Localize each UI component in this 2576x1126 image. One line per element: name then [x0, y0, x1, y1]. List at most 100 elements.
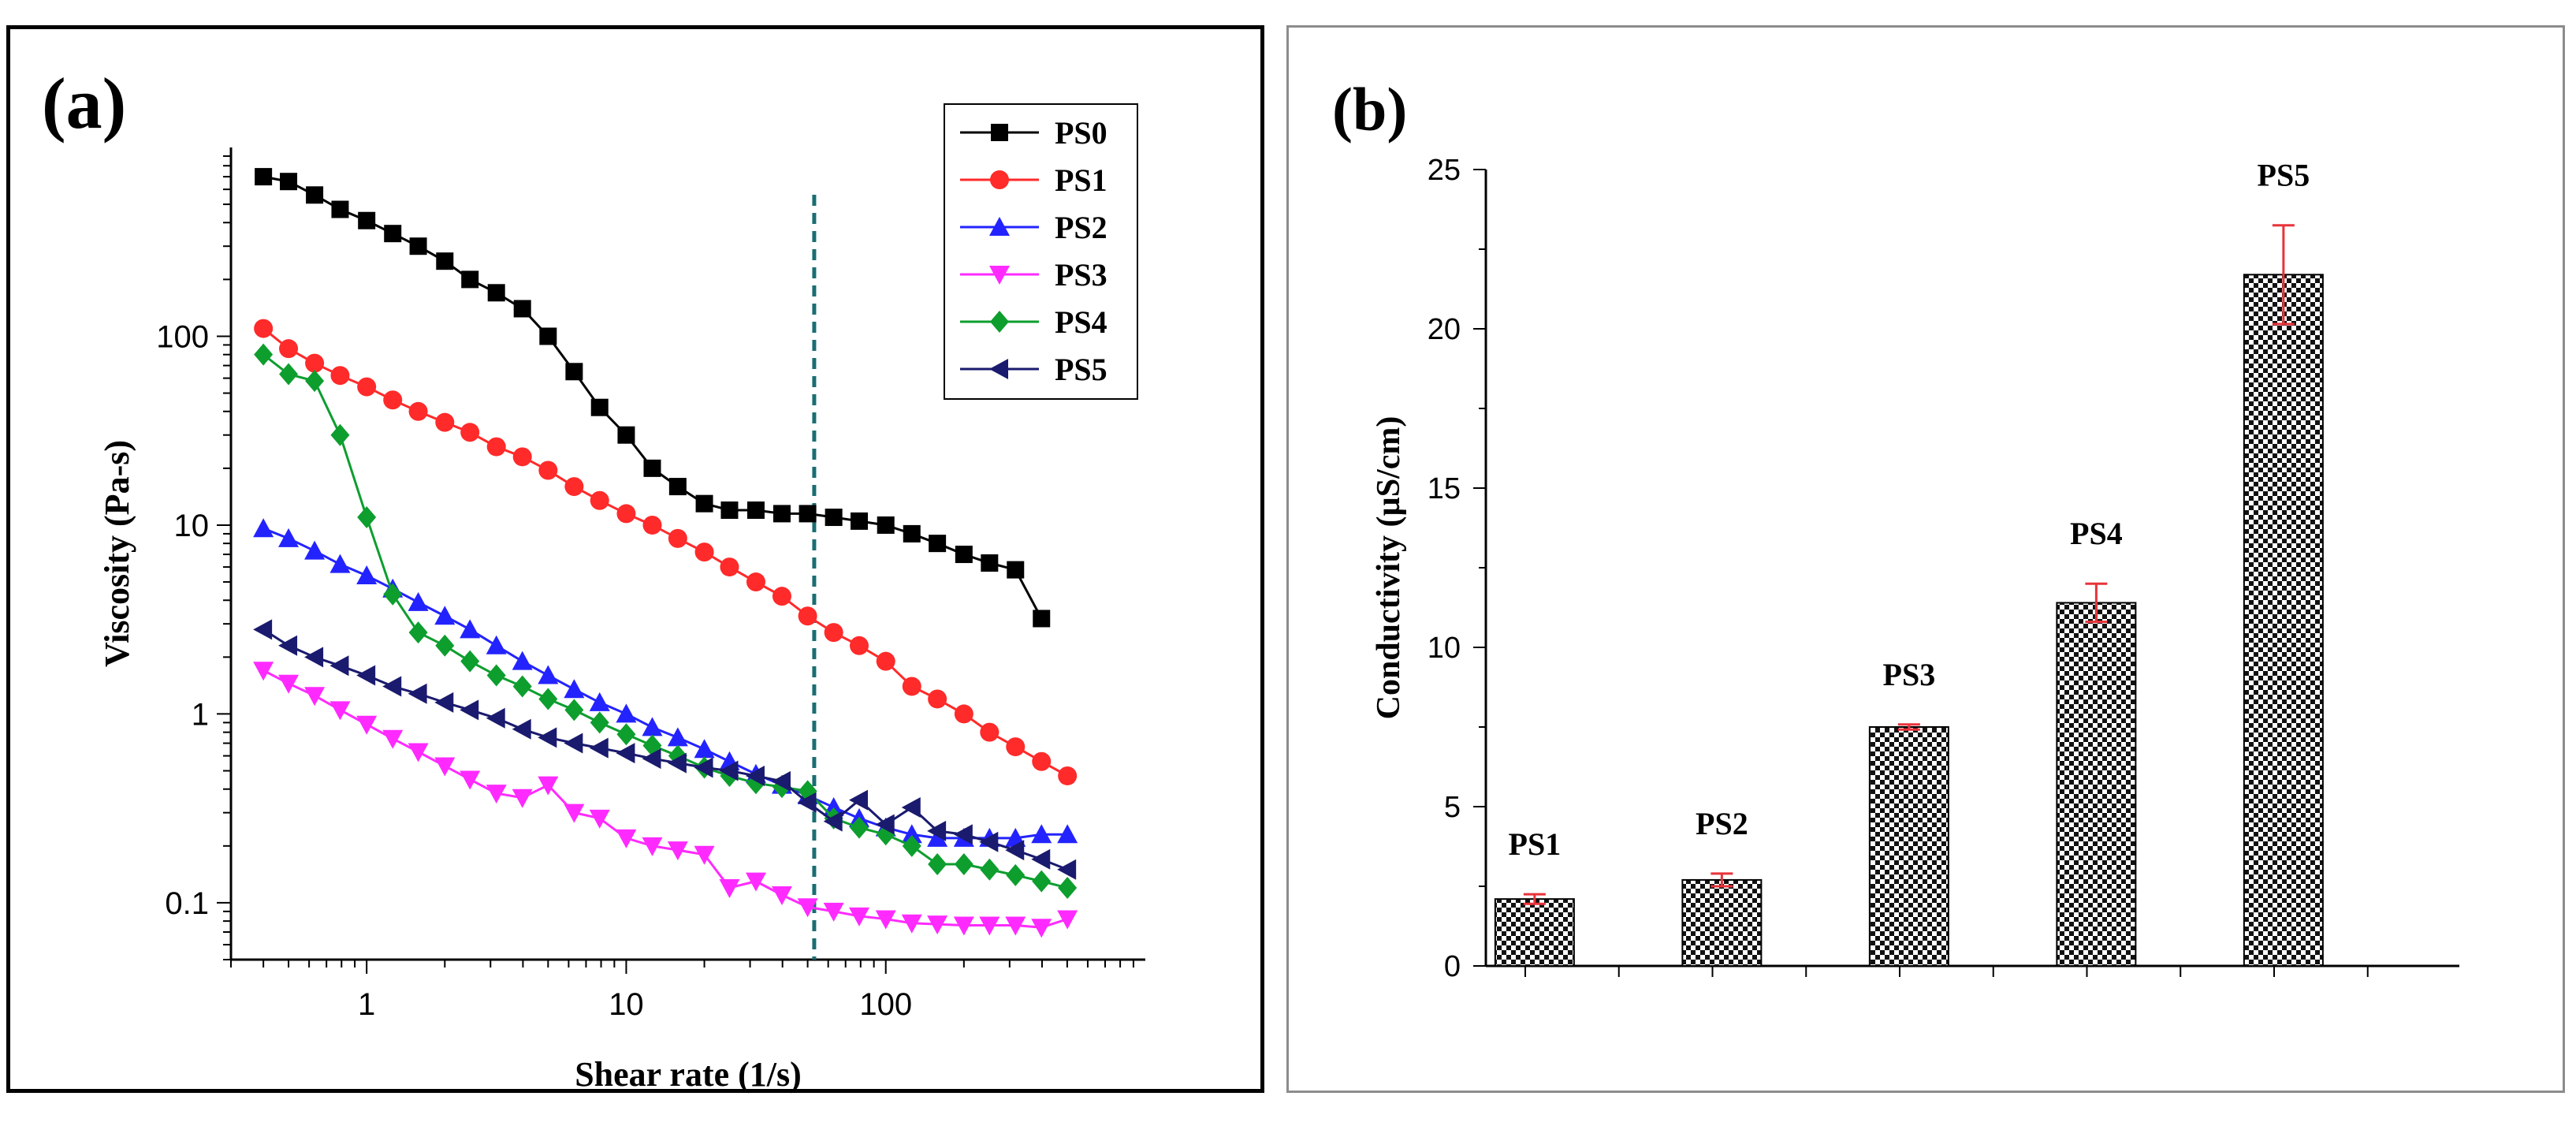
bar-label: PS1 — [1509, 826, 1562, 862]
data-point — [382, 729, 404, 749]
y-tick-label: 0 — [1444, 950, 1461, 983]
data-point — [512, 718, 531, 740]
data-point — [772, 505, 791, 523]
data-point — [903, 524, 921, 542]
bar-group-ps3: PS3 — [1868, 657, 1949, 967]
x-tick-label: 10 — [609, 987, 644, 1022]
data-point — [616, 504, 636, 524]
bar-label: PS5 — [2258, 158, 2310, 193]
data-point — [512, 447, 532, 467]
panel-label-a: (a) — [42, 63, 126, 144]
y-tick-label: 10 — [174, 509, 210, 543]
data-point — [1031, 919, 1052, 938]
series-line-ps5 — [262, 628, 1068, 871]
data-point — [434, 757, 456, 777]
panel-b: (b) 0 5 10 15 20 25 Conductivity (µS/cm) PS1 PS2 P… — [1286, 25, 2565, 1093]
data-point — [823, 902, 844, 922]
series-ps4 — [254, 343, 1078, 899]
legend-label: PS5 — [1055, 352, 1107, 387]
data-point — [358, 211, 376, 229]
y-tick-label: 15 — [1428, 472, 1461, 505]
x-axis-title-a: Shear rate (1/s) — [575, 1055, 802, 1094]
data-point — [564, 699, 584, 721]
data-point — [589, 809, 610, 829]
data-point — [1057, 910, 1078, 930]
data-point — [304, 540, 326, 560]
data-point — [798, 606, 817, 626]
data-point — [356, 665, 376, 686]
data-point — [329, 554, 351, 573]
data-point — [356, 565, 378, 585]
data-point — [824, 623, 843, 643]
data-point — [901, 914, 922, 934]
data-point — [408, 591, 429, 611]
data-point — [590, 490, 609, 510]
bar — [1494, 898, 1575, 968]
bar-group-ps2: PS2 — [1681, 806, 1763, 968]
series-ps3 — [253, 662, 1078, 938]
data-point — [771, 770, 791, 792]
bar-group-ps5: PS5 — [2243, 158, 2324, 967]
data-point — [642, 748, 661, 770]
data-point — [486, 707, 505, 729]
data-point — [538, 688, 558, 710]
data-point — [512, 675, 532, 698]
series-ps0 — [255, 168, 1051, 628]
data-point — [642, 717, 663, 736]
data-point — [1032, 751, 1052, 771]
y-tick-label: 5 — [1444, 791, 1461, 824]
data-point — [667, 752, 687, 774]
data-point — [306, 186, 324, 204]
y-tick-label: 1 — [192, 697, 209, 732]
data-point — [616, 743, 635, 764]
data-point — [1057, 859, 1077, 880]
y-axis-title-b: Conductivity (µS/cm) — [1371, 416, 1407, 720]
data-point — [642, 837, 663, 856]
data-point — [746, 501, 765, 519]
data-point — [902, 677, 921, 696]
data-point — [384, 225, 402, 243]
data-point — [1006, 863, 1026, 886]
data-point — [589, 737, 609, 759]
data-point — [538, 776, 559, 796]
data-point — [435, 634, 455, 657]
series-line-ps0 — [262, 175, 1043, 620]
data-point — [408, 743, 429, 762]
data-point — [616, 723, 636, 746]
bar — [2243, 274, 2324, 967]
data-point — [825, 509, 843, 527]
bar — [2056, 602, 2137, 967]
legend-marker — [989, 217, 1010, 236]
data-point — [746, 572, 765, 592]
data-point — [616, 703, 637, 723]
data-point — [539, 327, 557, 345]
data-point — [928, 853, 947, 876]
y-tick-label: 20 — [1428, 313, 1461, 346]
legend-label: PS1 — [1055, 162, 1107, 198]
legend-label: PS4 — [1055, 304, 1107, 340]
data-point — [512, 651, 533, 670]
data-point — [617, 426, 635, 444]
data-point — [797, 898, 818, 918]
data-point — [487, 284, 505, 302]
data-point — [436, 252, 454, 270]
data-point — [255, 168, 273, 186]
y-tick-label: 0.1 — [165, 886, 209, 921]
data-point — [254, 343, 274, 366]
data-point — [877, 516, 895, 534]
bar-group-ps4: PS4 — [2056, 516, 2137, 967]
y-axis-title-a: Viscosity (Pa-s) — [98, 440, 136, 667]
data-point — [719, 878, 740, 898]
data-point — [305, 353, 325, 373]
data-point — [564, 679, 585, 699]
data-point — [1031, 848, 1051, 870]
data-point — [1033, 610, 1051, 628]
data-point — [460, 423, 480, 442]
data-point — [460, 650, 480, 673]
data-point — [486, 635, 507, 654]
data-point — [434, 692, 454, 713]
data-point — [955, 546, 973, 564]
data-point — [953, 916, 974, 936]
data-point — [720, 501, 739, 519]
data-point — [902, 834, 921, 857]
